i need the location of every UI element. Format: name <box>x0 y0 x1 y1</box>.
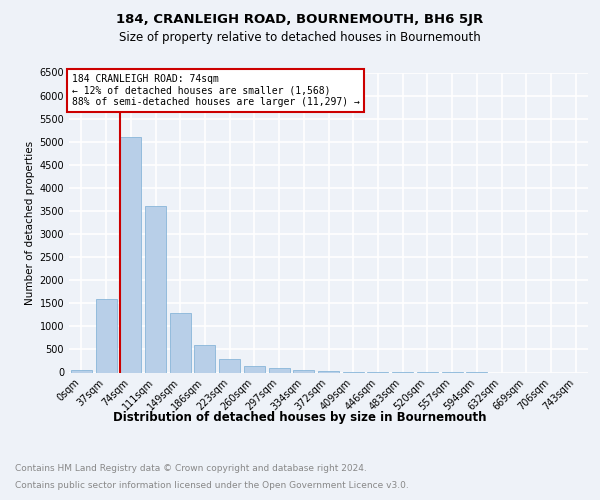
Bar <box>244 366 265 372</box>
Bar <box>293 370 314 372</box>
Bar <box>120 137 141 372</box>
Text: Size of property relative to detached houses in Bournemouth: Size of property relative to detached ho… <box>119 31 481 44</box>
Bar <box>318 371 339 372</box>
Y-axis label: Number of detached properties: Number of detached properties <box>25 140 35 304</box>
Bar <box>194 345 215 372</box>
Bar <box>170 312 191 372</box>
Text: 184 CRANLEIGH ROAD: 74sqm
← 12% of detached houses are smaller (1,568)
88% of se: 184 CRANLEIGH ROAD: 74sqm ← 12% of detac… <box>71 74 359 107</box>
Bar <box>71 370 92 372</box>
Bar <box>269 368 290 372</box>
Bar <box>219 358 240 372</box>
Bar <box>95 298 116 372</box>
Text: Contains HM Land Registry data © Crown copyright and database right 2024.: Contains HM Land Registry data © Crown c… <box>15 464 367 473</box>
Text: Distribution of detached houses by size in Bournemouth: Distribution of detached houses by size … <box>113 411 487 424</box>
Text: Contains public sector information licensed under the Open Government Licence v3: Contains public sector information licen… <box>15 481 409 490</box>
Bar <box>145 206 166 372</box>
Text: 184, CRANLEIGH ROAD, BOURNEMOUTH, BH6 5JR: 184, CRANLEIGH ROAD, BOURNEMOUTH, BH6 5J… <box>116 12 484 26</box>
